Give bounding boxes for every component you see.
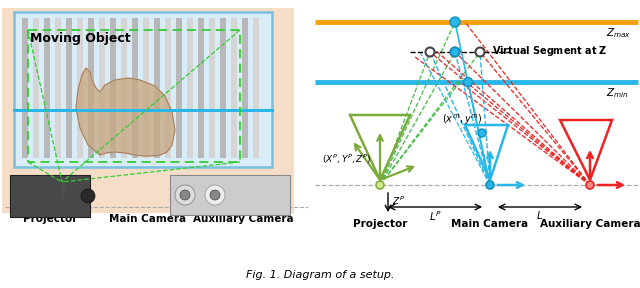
Bar (88, 18, 93, 158)
Bar (209, 18, 214, 158)
Bar (231, 18, 237, 158)
Text: $(x^m,y^m)$: $(x^m,y^m)$ (442, 113, 482, 127)
Bar (22, 18, 28, 158)
Circle shape (175, 185, 195, 205)
Circle shape (476, 48, 484, 56)
Text: Auxiliary Camera: Auxiliary Camera (193, 214, 293, 224)
Text: Moving Object: Moving Object (30, 32, 131, 45)
Text: $Z^P$: $Z^P$ (392, 195, 405, 207)
Text: $Z_{min}$: $Z_{min}$ (606, 86, 628, 100)
Bar (242, 18, 248, 158)
Circle shape (586, 181, 594, 189)
Text: Auxiliary Camera: Auxiliary Camera (540, 219, 640, 229)
Circle shape (210, 190, 220, 200)
Circle shape (451, 48, 460, 56)
Bar (33, 18, 38, 158)
Polygon shape (76, 68, 175, 156)
Bar (165, 18, 170, 158)
Bar (66, 18, 72, 158)
Bar (121, 18, 127, 158)
Bar (10, 175, 90, 217)
Circle shape (180, 190, 190, 200)
Bar (143, 18, 148, 158)
Circle shape (81, 189, 95, 203)
Bar (55, 18, 61, 158)
Text: Projector: Projector (23, 214, 77, 224)
Bar (110, 18, 115, 158)
Circle shape (205, 185, 225, 205)
Text: Main Camera: Main Camera (109, 214, 187, 224)
Bar (220, 18, 225, 158)
Circle shape (450, 17, 460, 27)
Text: $L$: $L$ (536, 209, 543, 221)
Bar (187, 18, 193, 158)
Circle shape (478, 129, 486, 137)
Text: $(X^P,Y^P,Z^P)$: $(X^P,Y^P,Z^P)$ (322, 153, 371, 166)
Bar (176, 18, 182, 158)
Circle shape (426, 48, 435, 56)
Circle shape (376, 181, 384, 189)
Bar (154, 18, 159, 158)
Text: Projector: Projector (353, 219, 407, 229)
Bar (2, 8, 294, 213)
Bar (132, 18, 138, 158)
Text: Main Camera: Main Camera (451, 219, 529, 229)
Text: Fig. 1. Diagram of a setup.: Fig. 1. Diagram of a setup. (246, 270, 394, 280)
Bar (77, 18, 83, 158)
Circle shape (451, 48, 460, 56)
Bar (253, 18, 259, 158)
Bar (170, 175, 290, 215)
Text: $\bf{Virtual\ Segment\ at\ }Z$: $\bf{Virtual\ Segment\ at\ }Z$ (492, 44, 607, 58)
Bar (198, 18, 204, 158)
Text: $L^P$: $L^P$ (429, 209, 442, 223)
Circle shape (486, 181, 494, 189)
Text: $Z_{max}$: $Z_{max}$ (606, 26, 631, 40)
Bar (99, 18, 104, 158)
Bar (14, 12, 272, 167)
Circle shape (463, 77, 472, 86)
Bar (44, 18, 49, 158)
